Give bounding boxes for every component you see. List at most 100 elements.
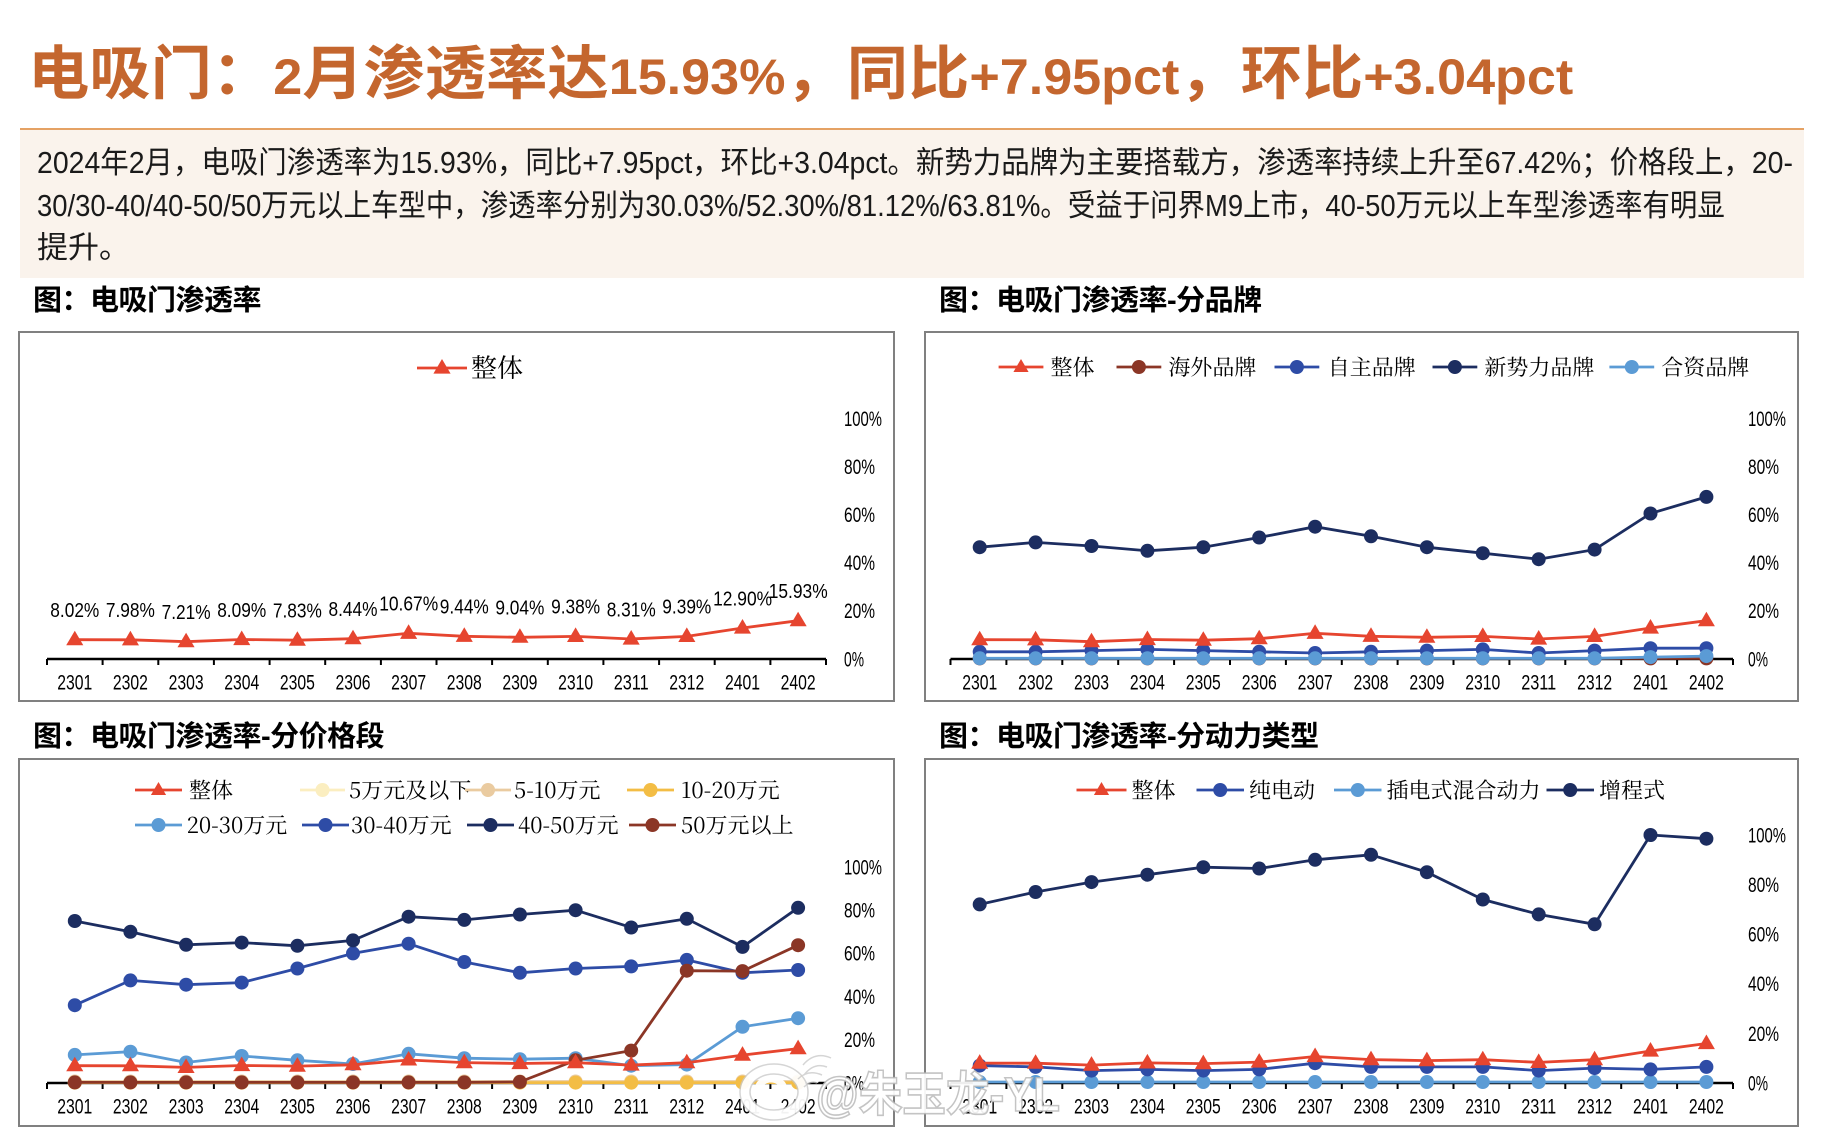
svg-text:2307: 2307 xyxy=(391,666,426,696)
svg-text:2310: 2310 xyxy=(558,666,593,696)
svg-text:7.21%: 7.21% xyxy=(162,596,211,625)
svg-text:2402: 2402 xyxy=(781,666,816,696)
svg-text:100%: 100% xyxy=(1748,403,1786,433)
svg-text:9.44%: 9.44% xyxy=(440,591,489,620)
svg-text:2304: 2304 xyxy=(1130,666,1165,696)
svg-text:整体: 整体 xyxy=(1051,351,1095,382)
svg-text:2303: 2303 xyxy=(1074,1090,1109,1120)
svg-text:2305: 2305 xyxy=(1186,666,1221,696)
svg-text:2301: 2301 xyxy=(962,1090,997,1120)
svg-text:40%: 40% xyxy=(844,547,875,577)
svg-text:整体: 整体 xyxy=(189,774,233,805)
svg-text:0%: 0% xyxy=(1748,643,1768,673)
svg-text:40%: 40% xyxy=(1748,968,1779,998)
svg-text:60%: 60% xyxy=(844,499,875,529)
svg-text:2304: 2304 xyxy=(1130,1090,1165,1120)
svg-text:100%: 100% xyxy=(844,851,882,881)
svg-text:2310: 2310 xyxy=(558,1090,593,1120)
svg-text:2301: 2301 xyxy=(57,1090,92,1120)
svg-text:@朱玉龙-YL: @朱玉龙-YL xyxy=(816,1055,1060,1125)
svg-text:0%: 0% xyxy=(844,1067,864,1097)
svg-text:2302: 2302 xyxy=(1018,1090,1053,1120)
svg-text:2309: 2309 xyxy=(502,1090,537,1120)
svg-text:2305: 2305 xyxy=(1186,1090,1221,1120)
svg-text:2308: 2308 xyxy=(1354,1090,1389,1120)
svg-text:100%: 100% xyxy=(844,403,882,433)
svg-text:2309: 2309 xyxy=(1409,1090,1444,1120)
svg-text:100%: 100% xyxy=(1748,819,1786,849)
svg-text:8.02%: 8.02% xyxy=(50,594,99,623)
svg-text:合资品牌: 合资品牌 xyxy=(1661,351,1749,382)
svg-text:增程式: 增程式 xyxy=(1599,774,1665,805)
svg-text:5-10万元: 5-10万元 xyxy=(514,774,601,805)
svg-text:2312: 2312 xyxy=(669,1090,704,1120)
svg-text:0%: 0% xyxy=(1748,1067,1768,1097)
svg-text:20%: 20% xyxy=(1748,1018,1779,1048)
svg-text:新势力品牌: 新势力品牌 xyxy=(1484,351,1594,382)
svg-text:插电式混合动力: 插电式混合动力 xyxy=(1387,774,1541,805)
svg-text:2301: 2301 xyxy=(962,666,997,696)
svg-text:2309: 2309 xyxy=(1409,666,1444,696)
svg-text:50万元以上: 50万元以上 xyxy=(681,809,794,840)
svg-text:10.67%: 10.67% xyxy=(379,588,438,617)
svg-text:7.98%: 7.98% xyxy=(106,594,155,623)
svg-text:2307: 2307 xyxy=(1298,666,1333,696)
svg-text:2308: 2308 xyxy=(447,666,482,696)
svg-text:2305: 2305 xyxy=(280,1090,315,1120)
svg-text:80%: 80% xyxy=(1748,451,1779,481)
svg-text:60%: 60% xyxy=(1748,919,1779,949)
svg-text:40%: 40% xyxy=(1748,547,1779,577)
svg-text:2306: 2306 xyxy=(1242,666,1277,696)
svg-text:2401: 2401 xyxy=(1633,1090,1668,1120)
svg-text:2307: 2307 xyxy=(1298,1090,1333,1120)
svg-text:2311: 2311 xyxy=(1521,666,1556,696)
svg-text:2310: 2310 xyxy=(1465,1090,1500,1120)
svg-text:80%: 80% xyxy=(1748,869,1779,899)
svg-text:2302: 2302 xyxy=(113,1090,148,1120)
svg-text:80%: 80% xyxy=(844,895,875,925)
svg-text:8.44%: 8.44% xyxy=(329,593,378,622)
svg-text:2302: 2302 xyxy=(113,666,148,696)
svg-text:20%: 20% xyxy=(844,595,875,625)
svg-text:2303: 2303 xyxy=(169,1090,204,1120)
svg-text:2401: 2401 xyxy=(1633,666,1668,696)
svg-text:20-30万元: 20-30万元 xyxy=(187,809,288,840)
svg-text:2306: 2306 xyxy=(336,666,371,696)
svg-text:2304: 2304 xyxy=(224,1090,259,1120)
svg-text:2312: 2312 xyxy=(669,666,704,696)
svg-text:2308: 2308 xyxy=(447,1090,482,1120)
svg-text:9.38%: 9.38% xyxy=(551,591,600,620)
svg-text:2312: 2312 xyxy=(1577,666,1612,696)
svg-text:40-50万元: 40-50万元 xyxy=(518,809,619,840)
svg-text:9.39%: 9.39% xyxy=(662,591,711,620)
svg-text:80%: 80% xyxy=(844,451,875,481)
svg-text:2306: 2306 xyxy=(336,1090,371,1120)
svg-text:40%: 40% xyxy=(844,981,875,1011)
svg-text:海外品牌: 海外品牌 xyxy=(1168,351,1256,382)
svg-text:2305: 2305 xyxy=(280,666,315,696)
svg-text:20%: 20% xyxy=(1748,595,1779,625)
svg-text:自主品牌: 自主品牌 xyxy=(1328,351,1416,382)
svg-text:20%: 20% xyxy=(844,1024,875,1054)
svg-text:2311: 2311 xyxy=(1521,1090,1556,1120)
svg-text:2310: 2310 xyxy=(1465,666,1500,696)
svg-text:2308: 2308 xyxy=(1354,666,1389,696)
svg-text:2301: 2301 xyxy=(57,666,92,696)
svg-text:2312: 2312 xyxy=(1577,1090,1612,1120)
svg-text:60%: 60% xyxy=(844,938,875,968)
svg-text:2304: 2304 xyxy=(224,666,259,696)
svg-text:8.09%: 8.09% xyxy=(217,594,266,623)
svg-text:2303: 2303 xyxy=(1074,666,1109,696)
svg-text:纯电动: 纯电动 xyxy=(1249,774,1315,805)
svg-text:2306: 2306 xyxy=(1242,1090,1277,1120)
svg-text:7.83%: 7.83% xyxy=(273,595,322,624)
svg-text:8.31%: 8.31% xyxy=(607,593,656,622)
svg-text:2303: 2303 xyxy=(169,666,204,696)
svg-text:5万元及以下: 5万元及以下 xyxy=(349,774,471,805)
svg-text:9.04%: 9.04% xyxy=(495,592,544,621)
svg-text:2309: 2309 xyxy=(502,666,537,696)
svg-text:12.90%: 12.90% xyxy=(713,582,772,611)
svg-text:15.93%: 15.93% xyxy=(769,575,828,604)
svg-text:0%: 0% xyxy=(844,643,864,673)
svg-text:2401: 2401 xyxy=(725,666,760,696)
